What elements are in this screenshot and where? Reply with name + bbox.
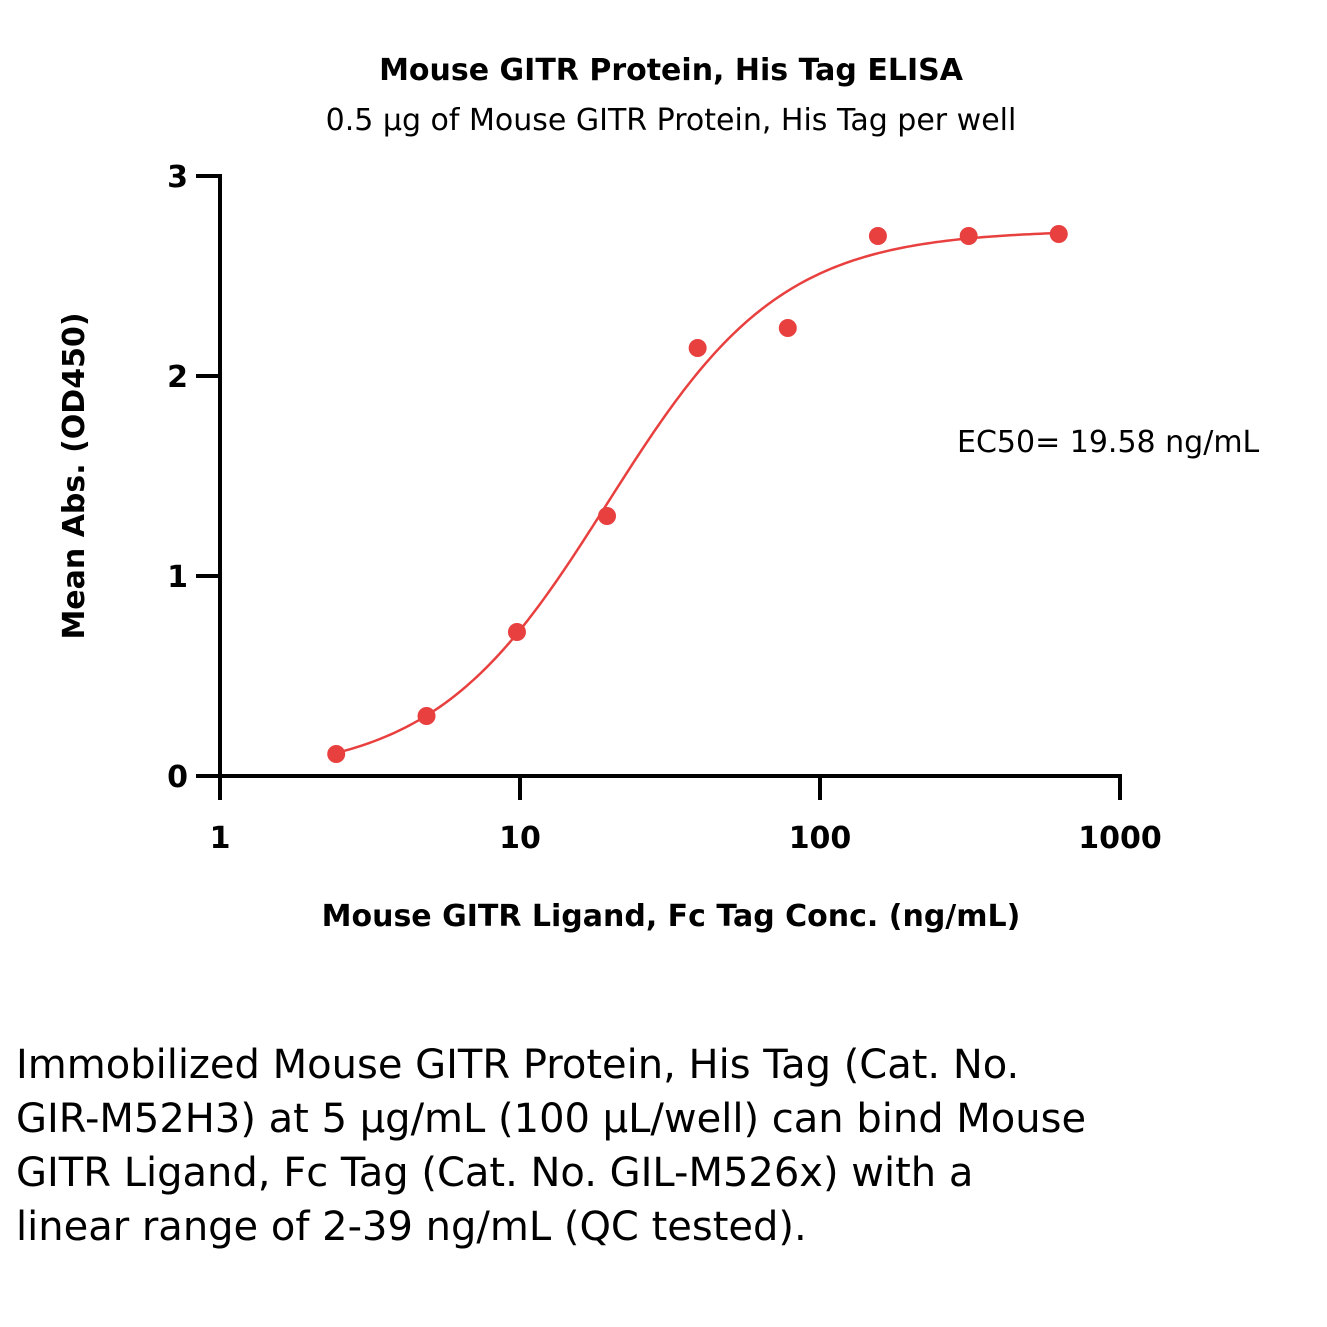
chart-subtitle: 0.5 µg of Mouse GITR Protein, His Tag pe… <box>326 103 1017 138</box>
chart-title: Mouse GITR Protein, His Tag ELISA <box>379 53 964 88</box>
data-point <box>417 707 436 725</box>
data-point <box>598 507 617 525</box>
x-tick-label: 1 <box>210 821 231 856</box>
data-point <box>959 227 978 245</box>
y-tick-label: 2 <box>167 360 188 395</box>
x-axis-label: Mouse GITR Ligand, Fc Tag Conc. (ng/mL) <box>322 899 1021 934</box>
fit-curve <box>335 231 1059 755</box>
x-tick-label: 10 <box>499 821 541 856</box>
elisa-chart: Mouse GITR Protein, His Tag ELISA 0.5 µg… <box>57 53 1260 934</box>
data-point <box>688 339 707 357</box>
y-axis-label: Mean Abs. (OD450) <box>57 312 92 639</box>
data-point <box>327 745 346 763</box>
figure-caption: Immobilized Mouse GITR Protein, His Tag … <box>16 1042 1087 1250</box>
data-point <box>868 227 887 245</box>
y-tick-label: 3 <box>167 160 188 195</box>
y-tick-label: 0 <box>167 760 188 795</box>
data-point <box>1049 225 1068 243</box>
ec50-annotation: EC50= 19.58 ng/mL <box>957 425 1260 460</box>
y-tick-label: 1 <box>167 560 188 595</box>
x-tick-label: 1000 <box>1078 821 1162 856</box>
data-point <box>778 319 797 337</box>
data-point <box>507 623 526 641</box>
x-tick-label: 100 <box>789 821 852 856</box>
